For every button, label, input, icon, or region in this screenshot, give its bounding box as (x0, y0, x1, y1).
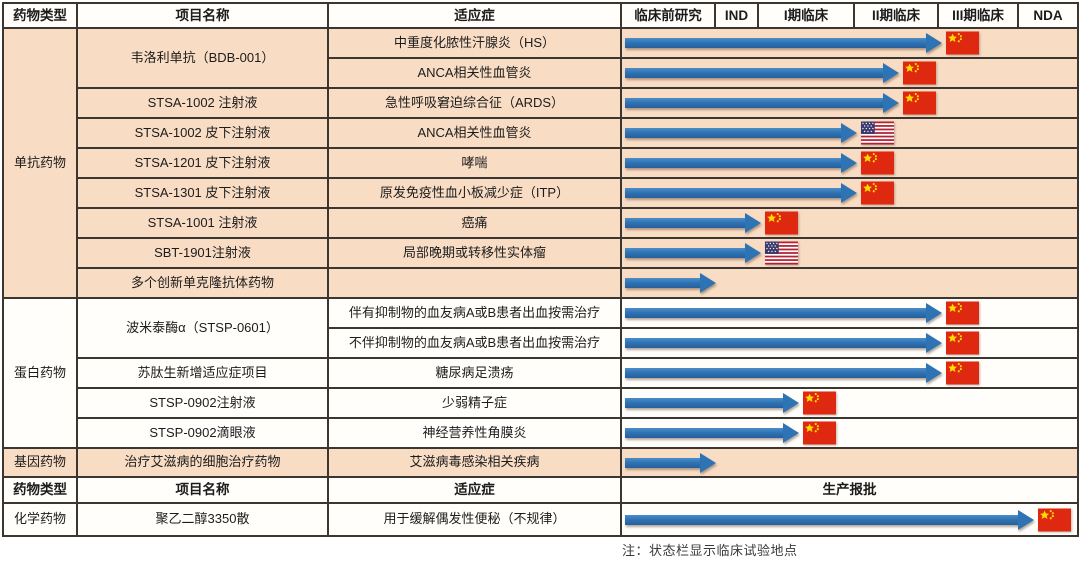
progress-arrow (623, 240, 1076, 266)
indication-cell: 中重度化脓性汗腺炎（HS） (327, 27, 622, 59)
header-project-name: 项目名称 (76, 2, 329, 29)
header-phase-preclinical: 临床前研究 (620, 2, 716, 29)
china-flag-icon (946, 31, 979, 55)
indication-cell: ANCA相关性血管炎 (327, 57, 622, 89)
header2-production-approval: 生产报批 (620, 476, 1079, 504)
china-flag-icon (1038, 508, 1071, 531)
pipeline-progress-cell (620, 237, 1079, 269)
drug-type-cell-chemical: 化学药物 (2, 502, 78, 537)
project-name-cell: STSA-1002 注射液 (76, 87, 329, 119)
pipeline-progress-cell (620, 27, 1079, 59)
project-name-cell: STSA-1301 皮下注射液 (76, 177, 329, 209)
indication-cell: 哮喘 (327, 147, 622, 179)
footnote: 注：状态栏显示临床试验地点 (622, 543, 798, 558)
progress-arrow (623, 390, 1076, 416)
header-phase-ind: IND (714, 2, 759, 29)
progress-arrow (623, 450, 1076, 475)
indication-cell: ANCA相关性血管炎 (327, 117, 622, 149)
progress-arrow (623, 360, 1076, 386)
indication-cell: 少弱精子症 (327, 387, 622, 419)
pipeline-progress-cell (620, 417, 1079, 449)
china-flag-icon (861, 181, 894, 205)
pipeline-progress-cell (620, 357, 1079, 389)
progress-arrow (623, 30, 1076, 56)
indication-cell: 局部晚期或转移性实体瘤 (327, 237, 622, 269)
header-phase-3: III期临床 (937, 2, 1019, 29)
china-flag-icon (903, 91, 936, 115)
pipeline-progress-cell (620, 327, 1079, 359)
project-name-cell: 聚乙二醇3350散 (76, 502, 329, 537)
project-name-cell: STSP-0902滴眼液 (76, 417, 329, 449)
pipeline-progress-cell (620, 387, 1079, 419)
indication-cell: 神经营养性角膜炎 (327, 417, 622, 449)
project-name-cell: 苏肽生新增适应症项目 (76, 357, 329, 389)
indication-cell: 急性呼吸窘迫综合征（ARDS） (327, 87, 622, 119)
header-drug-type: 药物类型 (2, 2, 78, 29)
progress-arrow (623, 90, 1076, 116)
progress-arrow (623, 330, 1076, 356)
pipeline-progress-cell (620, 117, 1079, 149)
project-name-cell: STSA-1201 皮下注射液 (76, 147, 329, 179)
china-flag-icon (765, 211, 798, 235)
progress-arrow (623, 300, 1076, 326)
pipeline-progress-cell (620, 147, 1079, 179)
pipeline-progress-cell (620, 57, 1079, 89)
project-name-cell: STSA-1002 皮下注射液 (76, 117, 329, 149)
pipeline-progress-cell (620, 447, 1079, 478)
china-flag-icon (946, 331, 979, 355)
project-name-cell: STSA-1001 注射液 (76, 207, 329, 239)
pipeline-progress-cell (620, 177, 1079, 209)
header-phase-nda: NDA (1017, 2, 1079, 29)
pipeline-progress-cell (620, 297, 1079, 329)
pipeline-progress-cell (620, 207, 1079, 239)
progress-arrow (623, 505, 1076, 534)
pipeline-table: 药物类型 项目名称 适应症 临床前研究 IND I期临床 II期临床 III期临… (2, 2, 1079, 537)
indication-cell: 伴有抑制物的血友病A或B患者出血按需治疗 (327, 297, 622, 329)
pipeline-progress-cell (620, 502, 1079, 537)
progress-arrow (623, 210, 1076, 236)
header2-drug-type: 药物类型 (2, 476, 78, 504)
indication-cell (327, 267, 622, 299)
drug-type-cell-protein: 蛋白药物 (2, 297, 78, 449)
china-flag-icon (861, 151, 894, 175)
project-name-cell: 波米泰酶α（STSP-0601） (76, 297, 329, 359)
indication-cell: 癌痛 (327, 207, 622, 239)
drug-type-cell-gene: 基因药物 (2, 447, 78, 478)
usa-flag-icon (765, 241, 798, 265)
project-name-cell: STSP-0902注射液 (76, 387, 329, 419)
project-name-cell: 多个创新单克隆抗体药物 (76, 267, 329, 299)
progress-arrow (623, 120, 1076, 146)
header2-indication: 适应症 (327, 476, 622, 504)
progress-arrow (623, 270, 1076, 296)
drug-type-cell-mab: 单抗药物 (2, 27, 78, 299)
header-phase-1: I期临床 (757, 2, 855, 29)
pipeline-progress-cell (620, 87, 1079, 119)
header-phase-2: II期临床 (853, 2, 939, 29)
progress-arrow (623, 150, 1076, 176)
indication-cell: 用于缓解偶发性便秘（不规律） (327, 502, 622, 537)
progress-arrow (623, 180, 1076, 206)
china-flag-icon (803, 421, 836, 445)
china-flag-icon (946, 361, 979, 385)
header-indication: 适应症 (327, 2, 622, 29)
project-name-cell: 韦洛利单抗（BDB-001） (76, 27, 329, 89)
china-flag-icon (946, 301, 979, 325)
project-name-cell: 治疗艾滋病的细胞治疗药物 (76, 447, 329, 478)
china-flag-icon (803, 391, 836, 415)
indication-cell: 原发免疫性血小板减少症（ITP） (327, 177, 622, 209)
indication-cell: 不伴抑制物的血友病A或B患者出血按需治疗 (327, 327, 622, 359)
header2-project-name: 项目名称 (76, 476, 329, 504)
pipeline-progress-cell (620, 267, 1079, 299)
indication-cell: 艾滋病毒感染相关疾病 (327, 447, 622, 478)
project-name-cell: SBT-1901注射液 (76, 237, 329, 269)
progress-arrow (623, 420, 1076, 446)
indication-cell: 糖尿病足溃疡 (327, 357, 622, 389)
china-flag-icon (903, 61, 936, 85)
progress-arrow (623, 60, 1076, 86)
usa-flag-icon (861, 121, 894, 145)
